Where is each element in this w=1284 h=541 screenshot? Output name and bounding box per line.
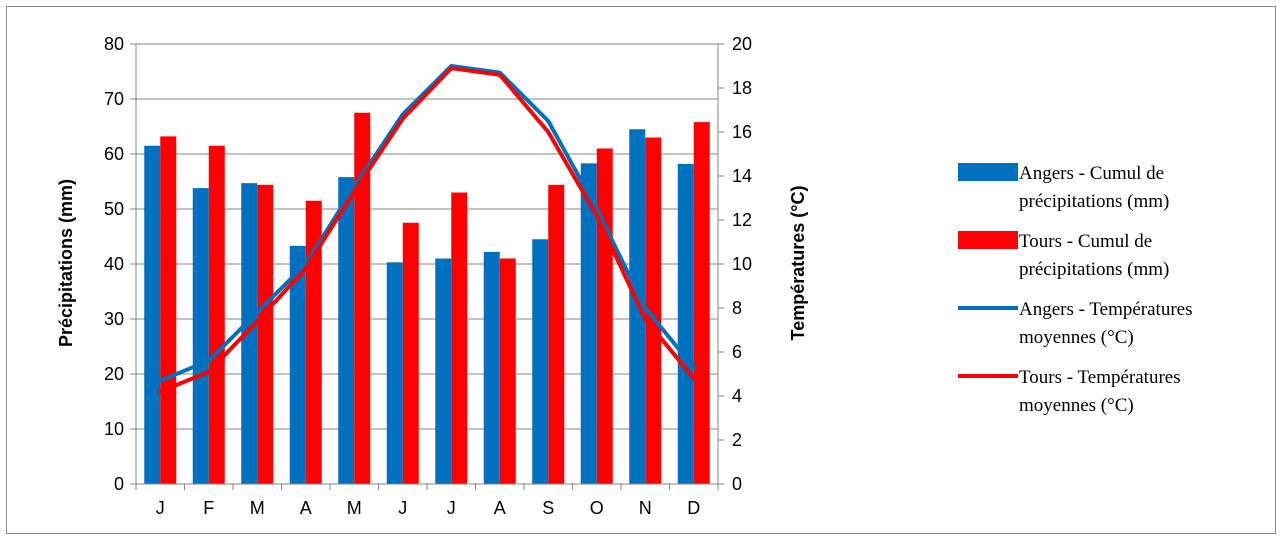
legend-label: moyennes (°C) [1019,395,1134,416]
bar-angers [241,183,258,484]
bar-tours [160,136,177,484]
x-tick-label: J [447,498,456,518]
bar-tours [499,258,516,484]
bar-angers [532,239,549,484]
line-angers-temperature [158,64,696,383]
y-right-tick-label: 12 [732,210,752,230]
bar-tours [208,145,225,484]
y-left-tick-label: 40 [104,254,124,274]
bar-angers [435,258,452,484]
y-left-tick-label: 60 [104,144,124,164]
legend-label: Tours - Cumul de [1019,231,1152,252]
bar-tours [451,192,468,484]
bar-angers [483,251,500,484]
x-tick-label: O [590,498,604,518]
bar-angers [386,262,403,484]
legend-label: Tours - Températures [1019,367,1181,388]
y-left-tick-label: 10 [104,419,124,439]
x-tick-label: J [156,498,165,518]
bar-tours [548,184,565,485]
axes: 0 10 20 30 40 50 60 70 80 0 2 4 6 8 10 12 14 16 18 20 J F M A M J… [104,34,752,518]
y-right-tick-label: 18 [732,78,752,98]
y-right-tick-label: 16 [732,122,752,142]
y-right-tick-label: 8 [732,298,742,318]
bar-tours [354,112,371,484]
y-left-tick-label: 80 [104,34,124,54]
bar-angers [677,163,694,484]
y-right-tick-label: 20 [732,34,752,54]
legend: Angers - Cumul de précipitations (mm) Tour… [958,163,1192,416]
x-tick-label: J [398,498,407,518]
y-left-tick-label: 70 [104,89,124,109]
bar-tours [596,148,613,484]
legend-label: moyennes (°C) [1019,327,1134,348]
bar-angers [580,163,597,484]
legend-label: Angers - Températures [1019,299,1192,320]
x-tick-label: M [250,498,265,518]
x-tick-label: A [300,498,312,518]
legend-label: précipitations (mm) [1019,191,1169,212]
y-axis-left-title: Précipitations (mm) [56,179,76,347]
y-right-tick-label: 6 [732,342,742,362]
bar-tours [645,137,662,484]
y-right-tick-label: 14 [732,166,752,186]
x-tick-label: F [203,498,214,518]
y-axis-right-title: Températures (°C) [788,186,808,341]
bar-angers [338,177,355,484]
y-right-tick-label: 0 [732,474,742,494]
bar-angers [289,245,306,484]
x-tick-label: M [347,498,362,518]
bars [144,112,710,485]
y-left-tick-label: 30 [104,309,124,329]
bar-tours [305,200,322,484]
x-tick-label: A [494,498,506,518]
legend-label: Angers - Cumul de [1019,163,1164,184]
temperature-lines [158,64,696,394]
legend-swatch-bar [958,163,1018,181]
bar-tours [693,122,710,484]
x-tick-label: D [687,498,700,518]
line-tours-temperature [158,66,696,394]
bar-tours [402,222,419,484]
x-tick-label: S [542,498,554,518]
x-tick-label: N [639,498,652,518]
y-left-tick-label: 20 [104,364,124,384]
y-right-tick-label: 4 [732,386,742,406]
y-left-tick-label: 0 [114,474,124,494]
y-right-tick-label: 10 [732,254,752,274]
bar-angers [192,188,209,484]
y-right-tick-label: 2 [732,430,742,450]
legend-swatch-bar [958,231,1018,249]
legend-label: précipitations (mm) [1019,259,1169,280]
bar-angers [144,145,161,484]
y-left-tick-label: 50 [104,199,124,219]
bar-tours [257,184,274,485]
